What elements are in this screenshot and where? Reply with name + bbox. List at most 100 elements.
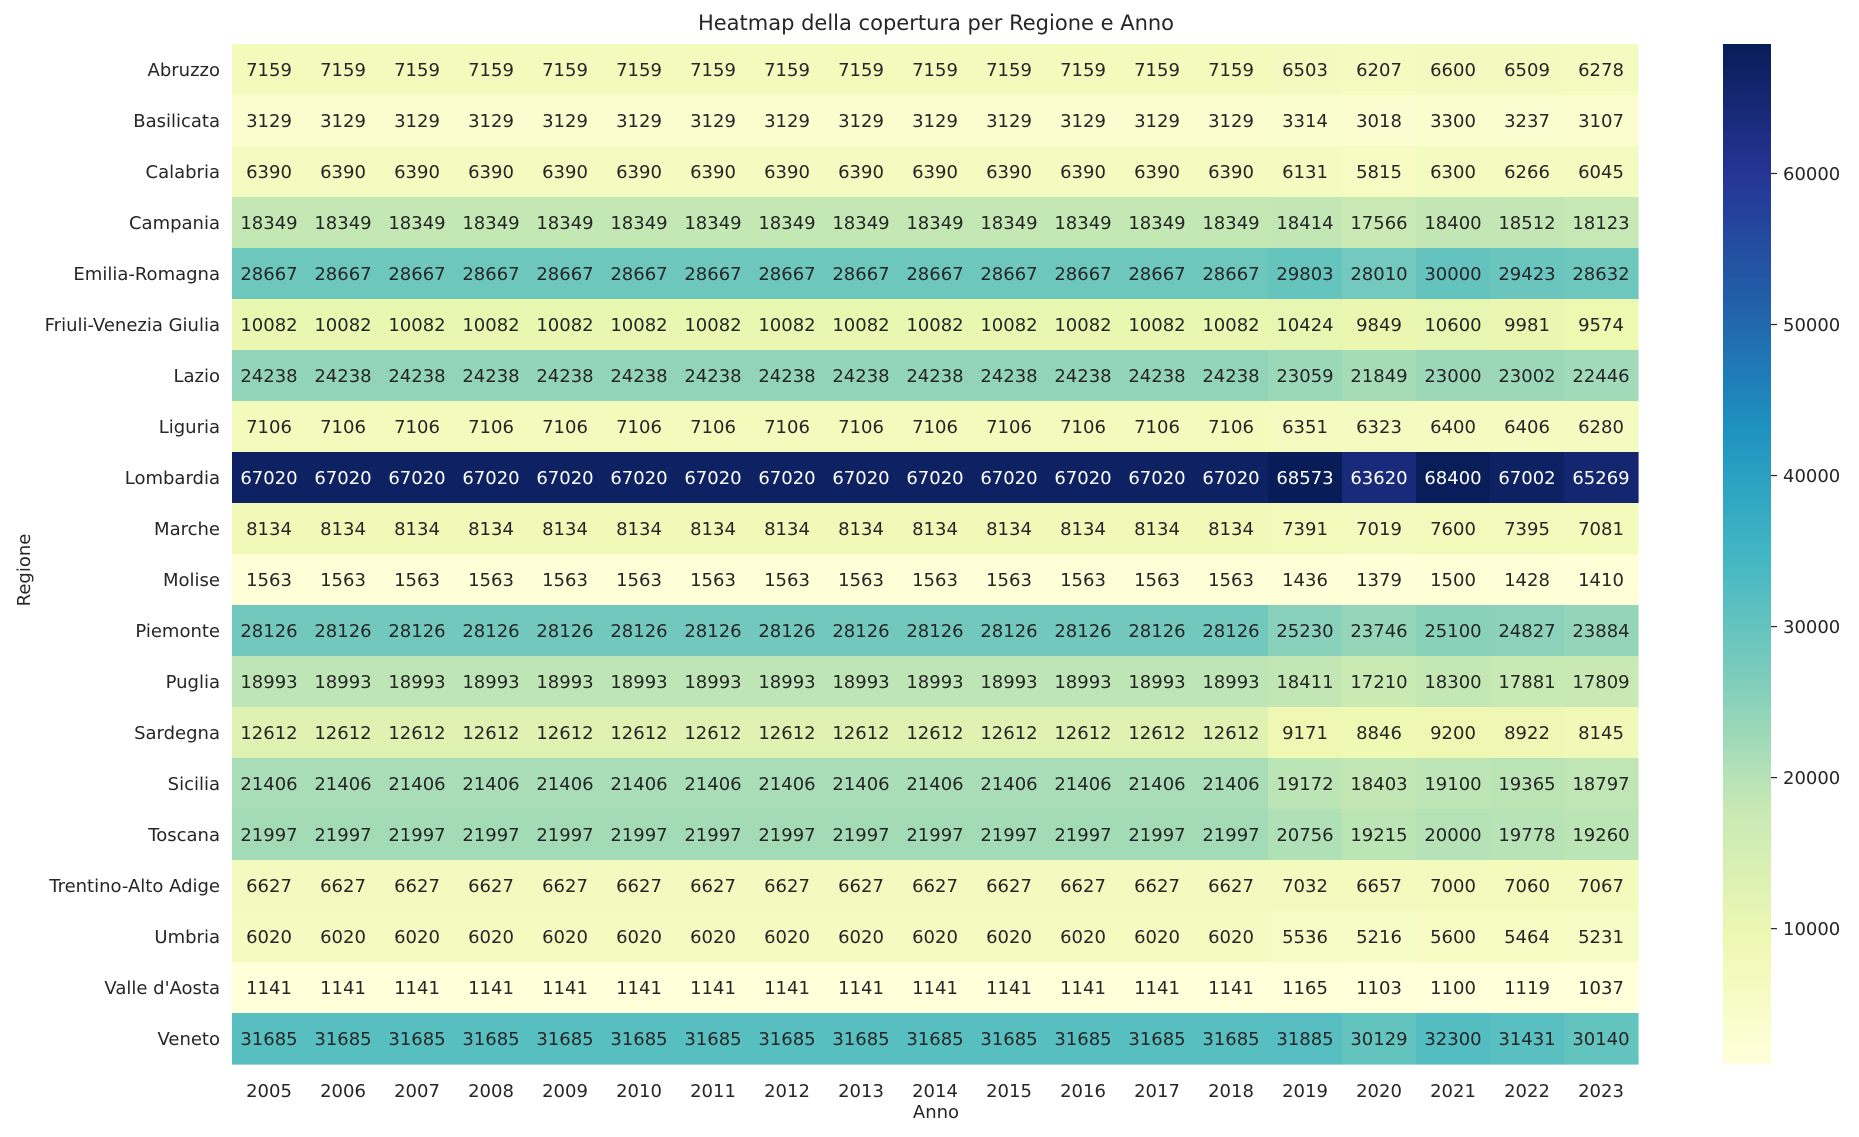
cell-value-label: 1037 [1578, 978, 1624, 999]
cell-value-label: 21406 [388, 774, 445, 795]
heatmap-cell [676, 656, 751, 708]
heatmap-cell [972, 1013, 1047, 1065]
heatmap-cell [1564, 503, 1639, 555]
cell-value-label: 18797 [1572, 774, 1629, 795]
cell-value-label: 6020 [764, 927, 810, 948]
x-tick-label: 2017 [1134, 1081, 1180, 1102]
heatmap-cell [380, 350, 455, 402]
heatmap-cell [1194, 452, 1269, 504]
heatmap-cell [1564, 44, 1639, 96]
heatmap-cell [1268, 95, 1343, 147]
cell-value-label: 28126 [388, 621, 445, 642]
cell-value-label: 31685 [388, 1029, 445, 1050]
cell-value-label: 12612 [684, 723, 741, 744]
cell-value-label: 1563 [616, 570, 662, 591]
cell-value-label: 23000 [1424, 366, 1481, 387]
heatmap-cell [306, 554, 381, 606]
heatmap-cell [1120, 860, 1195, 912]
cell-value-label: 18993 [610, 672, 667, 693]
heatmap-cell [602, 452, 677, 504]
heatmap-cell [676, 44, 751, 96]
heatmap-cell [1490, 707, 1565, 759]
heatmap-cell [972, 401, 1047, 453]
heatmap-cell [1490, 860, 1565, 912]
heatmap-cell [454, 962, 529, 1014]
heatmap-cell [1120, 44, 1195, 96]
heatmap-cell [898, 350, 973, 402]
heatmap-cell [602, 656, 677, 708]
heatmap-cell [306, 707, 381, 759]
cell-value-label: 3300 [1430, 111, 1476, 132]
cell-value-label: 28667 [536, 264, 593, 285]
heatmap-cell [454, 350, 529, 402]
cell-value-label: 10082 [388, 315, 445, 336]
cell-value-label: 18400 [1424, 213, 1481, 234]
cell-value-label: 1563 [320, 570, 366, 591]
heatmap-cell [1416, 860, 1491, 912]
heatmap-cell [454, 401, 529, 453]
heatmap-cell [1268, 809, 1343, 861]
cell-value-label: 28126 [980, 621, 1037, 642]
cell-value-label: 7159 [394, 60, 440, 81]
cell-value-label: 21406 [536, 774, 593, 795]
x-tick-label: 2014 [912, 1081, 958, 1102]
heatmap-cell [1342, 911, 1417, 963]
heatmap-cell [528, 656, 603, 708]
heatmap-cell [380, 656, 455, 708]
cell-value-label: 21997 [832, 825, 889, 846]
heatmap-cell [1342, 962, 1417, 1014]
heatmap-cell [454, 554, 529, 606]
heatmap-cell [1564, 911, 1639, 963]
heatmap-cell [380, 1013, 455, 1065]
heatmap-cell [1268, 248, 1343, 300]
cell-value-label: 21406 [906, 774, 963, 795]
heatmap-cell [824, 248, 899, 300]
cell-value-label: 7159 [1134, 60, 1180, 81]
heatmap-cell [232, 503, 307, 555]
heatmap-cell [1416, 911, 1491, 963]
heatmap-cells: 7159 7159 7159 7159 7159 7159 7159 7159 7159 7159… [232, 44, 1639, 1065]
heatmap-cell [602, 1013, 677, 1065]
y-tick-label: Valle d'Aosta [104, 978, 220, 999]
heatmap-cell [1490, 1013, 1565, 1065]
cell-value-label: 21406 [1128, 774, 1185, 795]
cell-value-label: 7159 [986, 60, 1032, 81]
cell-value-label: 3129 [1208, 111, 1254, 132]
cell-value-label: 18993 [906, 672, 963, 693]
cell-value-label: 10082 [1202, 315, 1259, 336]
heatmap-cell [1342, 401, 1417, 453]
heatmap-cell [306, 197, 381, 249]
cell-value-label: 24238 [536, 366, 593, 387]
heatmap-cell [1046, 809, 1121, 861]
cell-value-label: 6390 [320, 162, 366, 183]
heatmap-cell [528, 554, 603, 606]
cell-value-label: 6131 [1282, 162, 1328, 183]
heatmap-cell [454, 707, 529, 759]
cell-value-label: 18411 [1276, 672, 1333, 693]
cell-value-label: 23059 [1276, 366, 1333, 387]
cell-value-label: 3129 [542, 111, 588, 132]
cell-value-label: 18349 [758, 213, 815, 234]
cell-value-label: 7106 [320, 417, 366, 438]
heatmap-cell [380, 962, 455, 1014]
heatmap-cell [676, 197, 751, 249]
cell-value-label: 9171 [1282, 723, 1328, 744]
cell-value-label: 12612 [758, 723, 815, 744]
heatmap-cell [454, 758, 529, 810]
heatmap-cell [1268, 911, 1343, 963]
cell-value-label: 3129 [246, 111, 292, 132]
heatmap-cell [528, 809, 603, 861]
cell-value-label: 31685 [684, 1029, 741, 1050]
heatmap-cell [1564, 197, 1639, 249]
heatmap-cell [602, 401, 677, 453]
cell-value-label: 67020 [610, 468, 667, 489]
cell-value-label: 12612 [906, 723, 963, 744]
heatmap-cell [1194, 554, 1269, 606]
heatmap-cell [972, 758, 1047, 810]
x-tick-label: 2021 [1430, 1081, 1476, 1102]
heatmap-cell [676, 1013, 751, 1065]
cell-value-label: 30140 [1572, 1029, 1629, 1050]
heatmap-cell [1342, 146, 1417, 198]
heatmap-cell [824, 146, 899, 198]
cell-value-label: 7159 [542, 60, 588, 81]
